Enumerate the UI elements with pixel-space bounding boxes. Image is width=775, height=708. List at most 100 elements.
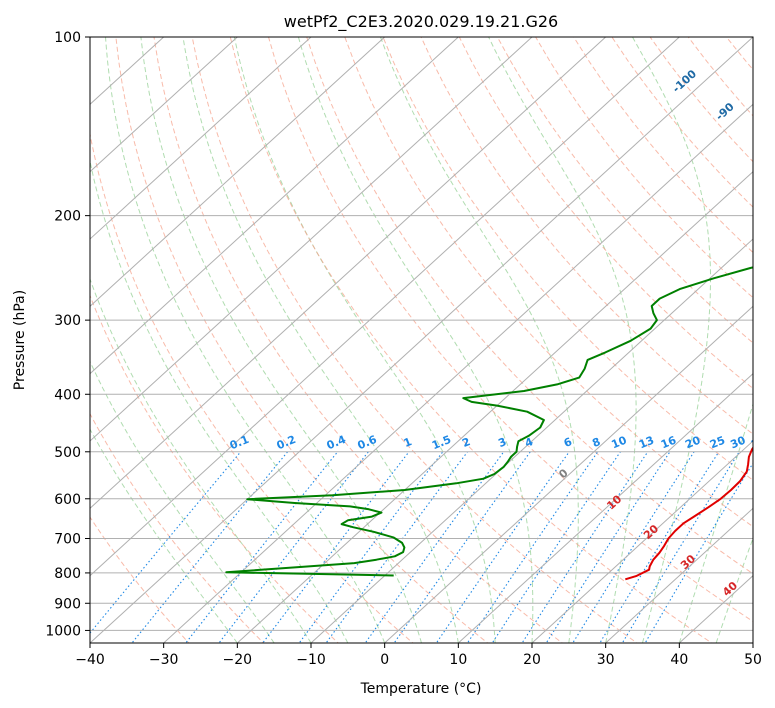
moist-adiabat bbox=[233, 37, 496, 643]
mixing-ratio-line bbox=[621, 451, 740, 643]
chart-title: wetPf2_C2E3.2020.029.19.21.G26 bbox=[284, 12, 558, 32]
dry-adiabat-label: -90 bbox=[713, 100, 737, 123]
isotherm-line bbox=[90, 37, 238, 173]
moist-adiabat bbox=[90, 277, 312, 643]
y-tick-label: 1000 bbox=[45, 623, 81, 639]
mixing-ratio-label: 1 bbox=[402, 435, 414, 450]
isotherm-line bbox=[752, 642, 753, 643]
mixing-ratio-line bbox=[572, 451, 695, 643]
plot-frame bbox=[89, 36, 754, 644]
mixing-ratio-label: 36 bbox=[749, 434, 768, 452]
dry-adiabat bbox=[306, 37, 753, 575]
mixing-ratio-line bbox=[435, 451, 570, 643]
dewpoint-profile bbox=[225, 266, 753, 577]
mixing-ratio-label: 8 bbox=[590, 435, 602, 450]
mixing-ratio-line bbox=[90, 451, 242, 634]
isotherm-line bbox=[90, 37, 386, 308]
x-tick-label: 30 bbox=[597, 652, 615, 668]
dry-adiabat bbox=[229, 37, 713, 643]
moist-adiabat bbox=[715, 536, 753, 643]
skewed-isotherms bbox=[90, 37, 753, 643]
mixing-ratio-line bbox=[131, 451, 289, 643]
dry-adiabat bbox=[611, 37, 753, 208]
mixing-ratio-line bbox=[185, 451, 339, 643]
mixing-ratio-label: 30 bbox=[728, 434, 747, 452]
dry-adiabats bbox=[90, 10, 775, 646]
mixing-ratio-line bbox=[521, 451, 649, 643]
moist-adiabat bbox=[182, 37, 459, 643]
dry-adiabat bbox=[90, 294, 339, 643]
isotherm-line bbox=[90, 37, 459, 375]
x-tick-label: 50 bbox=[744, 652, 762, 668]
y-tick-label: 100 bbox=[54, 30, 81, 46]
x-tick-label: −30 bbox=[149, 652, 179, 668]
isotherm-line bbox=[163, 103, 753, 643]
mixing-ratio-lines bbox=[90, 451, 753, 643]
dry-adiabat bbox=[153, 37, 564, 643]
dry-adiabat bbox=[90, 412, 265, 643]
dry-adiabat bbox=[382, 37, 753, 481]
dry-adiabat bbox=[725, 37, 753, 71]
mixing-ratio-label: 2 bbox=[460, 435, 472, 450]
moist-adiabat-label: 10 bbox=[604, 492, 624, 512]
dry-adiabat bbox=[420, 37, 753, 435]
mixing-ratio-line bbox=[298, 451, 444, 643]
x-axis-ticks: −40 −30 −20 −10 0 10 20 30 40 50 bbox=[75, 643, 762, 668]
mixing-ratio-line bbox=[325, 451, 468, 643]
y-tick-label: 600 bbox=[54, 492, 81, 508]
y-tick-label: 800 bbox=[54, 566, 81, 582]
dry-adiabat bbox=[344, 37, 753, 528]
moist-adiabat bbox=[678, 402, 753, 643]
y-tick-label: 500 bbox=[54, 445, 81, 461]
mixing-ratio-line bbox=[262, 451, 410, 643]
mixing-ratio-label: 25 bbox=[708, 434, 727, 452]
dry-adiabat bbox=[743, 10, 775, 646]
mixing-ratio-label: 20 bbox=[683, 434, 702, 452]
isotherm-line bbox=[90, 37, 753, 643]
y-tick-label: 300 bbox=[54, 313, 81, 329]
x-tick-label: 20 bbox=[523, 652, 541, 668]
isotherm-line bbox=[384, 305, 753, 643]
mixing-ratio-line bbox=[393, 451, 531, 643]
moist-adiabat bbox=[380, 37, 579, 643]
mixing-ratio-line bbox=[491, 451, 621, 643]
dry-adiabat bbox=[267, 37, 753, 623]
y-tick-label: 700 bbox=[54, 532, 81, 548]
dry-adiabat bbox=[573, 37, 753, 254]
y-tick-label: 200 bbox=[54, 209, 81, 225]
dry-adiabat bbox=[496, 37, 753, 344]
moist-adiabat bbox=[105, 37, 386, 643]
moist-adiabat-label: 20 bbox=[641, 522, 661, 542]
isotherm-line bbox=[605, 507, 753, 643]
y-tick-label: 400 bbox=[54, 387, 81, 403]
pressure-gridlines bbox=[90, 37, 753, 631]
y-axis-ticks: 100 200 300 400 500 600 700 800 900 1000 bbox=[45, 30, 90, 639]
isotherm-line bbox=[90, 37, 312, 240]
moist-adiabat bbox=[90, 428, 238, 643]
y-axis-label: Pressure (hPa) bbox=[12, 290, 28, 390]
moist-adiabat bbox=[632, 37, 711, 643]
x-tick-label: 40 bbox=[670, 652, 688, 668]
x-tick-label: −40 bbox=[75, 652, 105, 668]
y-tick-label: 900 bbox=[54, 596, 81, 612]
dry-adiabat bbox=[535, 37, 753, 299]
reference-line-labels: 0.1 0.2 0.4 0.6 1 1.5 2 3 4 6 8 10 13 16 20 25 30 36-100-… bbox=[228, 67, 772, 599]
x-tick-label: 10 bbox=[449, 652, 467, 668]
data-curves bbox=[225, 266, 753, 581]
dry-adiabat-label: -80 bbox=[748, 136, 772, 159]
mixing-ratio-label: 3 bbox=[496, 435, 508, 450]
x-tick-label: −10 bbox=[296, 652, 326, 668]
moist-adiabat bbox=[297, 37, 534, 643]
isotherm-line bbox=[310, 238, 753, 643]
plot-area: 0.1 0.2 0.4 0.6 1 1.5 2 3 4 6 8 10 13 16 20 25 30 36-100-… bbox=[90, 10, 775, 646]
moist-adiabat-label: 0 bbox=[556, 466, 571, 481]
isotherm-line bbox=[90, 37, 680, 577]
moist-adiabat-label: 30 bbox=[678, 552, 698, 572]
mixing-ratio-label: 6 bbox=[562, 435, 574, 450]
isotherm-line bbox=[457, 372, 753, 643]
mixing-ratio-label: 16 bbox=[659, 434, 678, 452]
moist-adiabats bbox=[90, 37, 753, 643]
x-tick-label: 0 bbox=[380, 652, 389, 668]
x-axis-label: Temperature (°C) bbox=[360, 681, 482, 697]
